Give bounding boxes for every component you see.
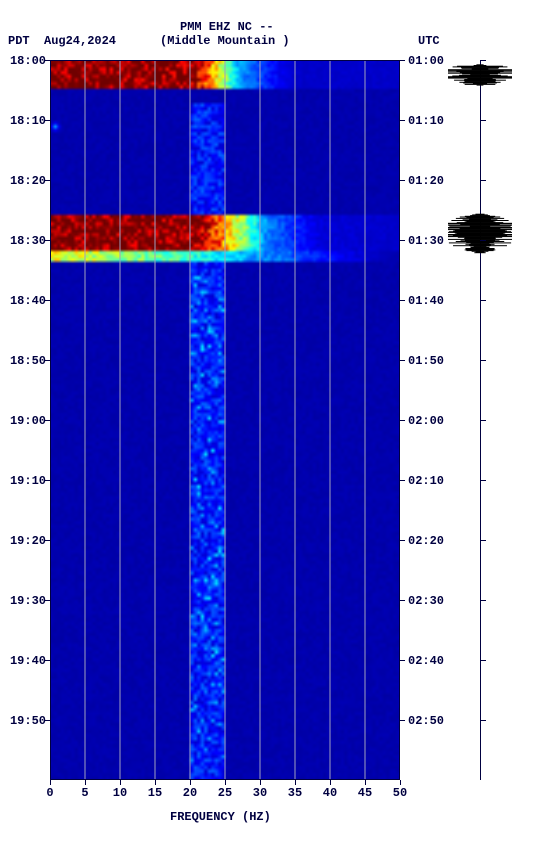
xtick-4: 20 bbox=[183, 786, 197, 800]
ytick-left-10: 19:40 bbox=[2, 654, 46, 668]
ytick-left-2: 18:20 bbox=[2, 174, 46, 188]
ytick-right-0: 01:00 bbox=[408, 54, 452, 68]
ytick-right-6: 02:00 bbox=[408, 414, 452, 428]
ytick-left-4: 18:40 bbox=[2, 294, 46, 308]
ytick-right-11: 02:50 bbox=[408, 714, 452, 728]
tz-left-label: PDT bbox=[8, 34, 30, 48]
ytick-right-5: 01:50 bbox=[408, 354, 452, 368]
ytick-right-7: 02:10 bbox=[408, 474, 452, 488]
spectrogram-canvas bbox=[50, 60, 400, 780]
ytick-left-6: 19:00 bbox=[2, 414, 46, 428]
ytick-left-11: 19:50 bbox=[2, 714, 46, 728]
ytick-left-5: 18:50 bbox=[2, 354, 46, 368]
xtick-0: 0 bbox=[46, 786, 53, 800]
xtick-3: 15 bbox=[148, 786, 162, 800]
ytick-left-0: 18:00 bbox=[2, 54, 46, 68]
x-axis-label: FREQUENCY (HZ) bbox=[170, 810, 271, 824]
station-line1: PMM EHZ NC -- bbox=[180, 20, 274, 34]
spectrogram-plot bbox=[50, 60, 400, 780]
ytick-left-1: 18:10 bbox=[2, 114, 46, 128]
ytick-right-2: 01:20 bbox=[408, 174, 452, 188]
xtick-8: 40 bbox=[323, 786, 337, 800]
ytick-right-1: 01:10 bbox=[408, 114, 452, 128]
xtick-1: 5 bbox=[81, 786, 88, 800]
ytick-left-3: 18:30 bbox=[2, 234, 46, 248]
xtick-5: 25 bbox=[218, 786, 232, 800]
tz-right-label: UTC bbox=[418, 34, 440, 48]
ytick-right-3: 01:30 bbox=[408, 234, 452, 248]
ytick-right-9: 02:30 bbox=[408, 594, 452, 608]
ytick-right-10: 02:40 bbox=[408, 654, 452, 668]
xtick-7: 35 bbox=[288, 786, 302, 800]
date-label: Aug24,2024 bbox=[44, 34, 116, 48]
ytick-left-9: 19:30 bbox=[2, 594, 46, 608]
xtick-2: 10 bbox=[113, 786, 127, 800]
ytick-left-8: 19:20 bbox=[2, 534, 46, 548]
xtick-10: 50 bbox=[393, 786, 407, 800]
station-line2: (Middle Mountain ) bbox=[160, 34, 290, 48]
ytick-left-7: 19:10 bbox=[2, 474, 46, 488]
ytick-right-8: 02:20 bbox=[408, 534, 452, 548]
xtick-6: 30 bbox=[253, 786, 267, 800]
xtick-9: 45 bbox=[358, 786, 372, 800]
ytick-right-4: 01:40 bbox=[408, 294, 452, 308]
